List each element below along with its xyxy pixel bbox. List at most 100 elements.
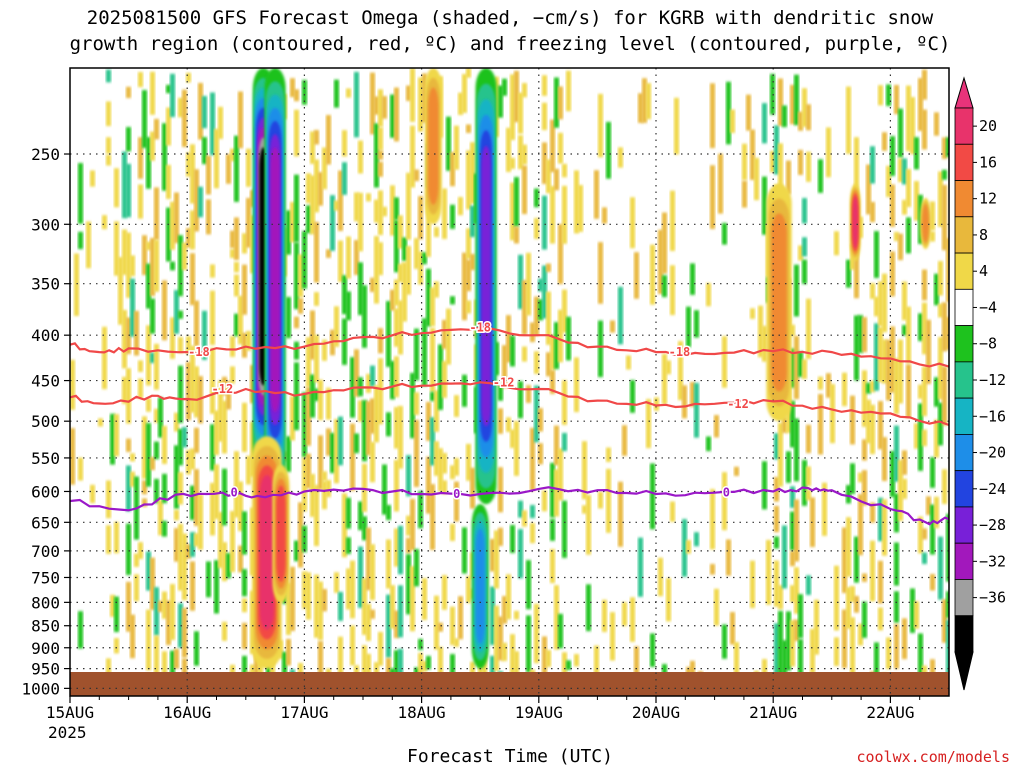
omega-cell	[594, 645, 599, 677]
omega-cell	[918, 403, 923, 471]
omega-cell	[466, 259, 471, 292]
omega-cell	[562, 652, 567, 677]
omega-cell	[122, 376, 127, 404]
omega-cell	[930, 231, 935, 242]
omega-cell	[466, 300, 471, 314]
omega-cell	[550, 186, 555, 244]
colorbar-label: −12	[979, 371, 1006, 389]
omega-cell	[446, 116, 451, 171]
omega-cell	[906, 364, 911, 418]
omega-cell	[378, 328, 383, 354]
omega-cell	[346, 88, 351, 98]
omega-cell	[646, 399, 651, 449]
omega-cell	[850, 586, 855, 603]
omega-cell	[778, 78, 783, 126]
omega-cell	[770, 73, 775, 115]
omega-cell	[358, 262, 363, 316]
omega-cell	[294, 316, 299, 329]
omega-cell	[750, 129, 755, 180]
omega-cell	[190, 345, 195, 413]
omega-cell	[646, 83, 651, 120]
omega-cell	[126, 465, 131, 512]
omega-cell	[430, 391, 435, 402]
omega-cell	[154, 441, 159, 460]
omega-cell	[690, 382, 695, 407]
omega-cell	[794, 418, 799, 482]
colorbar-segment	[954, 216, 974, 254]
omega-cell	[470, 142, 475, 204]
omega-cell	[894, 493, 899, 533]
omega-cell	[662, 275, 667, 298]
omega-cell	[562, 185, 567, 244]
omega-cell	[586, 584, 591, 632]
omega-cell	[694, 382, 699, 438]
omega-cell	[390, 585, 395, 629]
omega-cell	[354, 433, 359, 454]
omega-cell	[86, 221, 91, 269]
omega-cell	[418, 77, 423, 132]
omega-cell	[326, 249, 331, 258]
omega-cell	[886, 84, 891, 106]
omega-cell	[774, 623, 779, 674]
omega-cell	[378, 150, 383, 160]
omega-cell	[750, 560, 755, 609]
omega-cell	[850, 463, 855, 495]
omega-cell	[422, 252, 427, 265]
omega-cell	[878, 497, 883, 542]
omega-cell	[442, 360, 447, 398]
omega-cell	[374, 385, 379, 443]
omega-feature-4	[481, 145, 491, 427]
omega-cell	[834, 565, 839, 631]
colorbar-arrow-bottom	[954, 651, 974, 691]
omega-cell	[750, 308, 755, 319]
omega-cell	[354, 665, 359, 677]
omega-cell	[718, 153, 723, 214]
omega-cell	[322, 339, 327, 361]
omega-cell	[218, 511, 223, 569]
omega-cell	[366, 603, 371, 641]
omega-cell	[934, 419, 939, 458]
omega-cell	[558, 132, 563, 164]
omega-cell	[526, 252, 531, 316]
omega-cell	[426, 268, 431, 327]
omega-cell	[510, 335, 515, 367]
omega-cell	[786, 160, 791, 195]
contour-label: -12	[727, 397, 749, 411]
omega-cell	[670, 501, 675, 522]
omega-cell	[938, 402, 943, 446]
omega-cell	[402, 237, 407, 261]
omega-cell	[574, 357, 579, 413]
omega-cell	[226, 553, 231, 579]
omega-cell	[502, 78, 507, 96]
omega-cell	[150, 71, 155, 115]
omega-cell	[934, 377, 939, 407]
omega-cell	[190, 485, 195, 520]
omega-cell	[358, 140, 363, 174]
omega-cell	[378, 631, 383, 666]
omega-cell	[366, 653, 371, 677]
omega-cell	[202, 310, 207, 360]
omega-cell	[470, 467, 475, 509]
omega-cell	[398, 405, 403, 469]
omega-cell	[78, 231, 83, 250]
omega-cell	[854, 315, 859, 381]
omega-cell	[930, 504, 935, 555]
omega-cell	[794, 567, 799, 614]
contour-lines: -18-18-18-18-12-12-12-120000	[70, 319, 949, 526]
x-tick-label: 21AUG	[749, 703, 797, 722]
omega-cell	[306, 173, 311, 204]
omega-cell	[166, 107, 171, 146]
omega-cell	[802, 359, 807, 379]
omega-cell	[318, 641, 323, 677]
omega-cell	[502, 596, 507, 624]
omega-cell	[674, 97, 679, 155]
omega-cell	[318, 172, 323, 206]
omega-cell	[506, 574, 511, 620]
omega-cell	[518, 529, 523, 579]
omega-cell	[190, 253, 195, 306]
omega-cell	[550, 119, 555, 173]
omega-cell	[326, 428, 331, 456]
omega-cell	[306, 387, 311, 446]
omega-cell	[510, 429, 515, 448]
x-tick-label: 16AUG	[163, 703, 211, 722]
